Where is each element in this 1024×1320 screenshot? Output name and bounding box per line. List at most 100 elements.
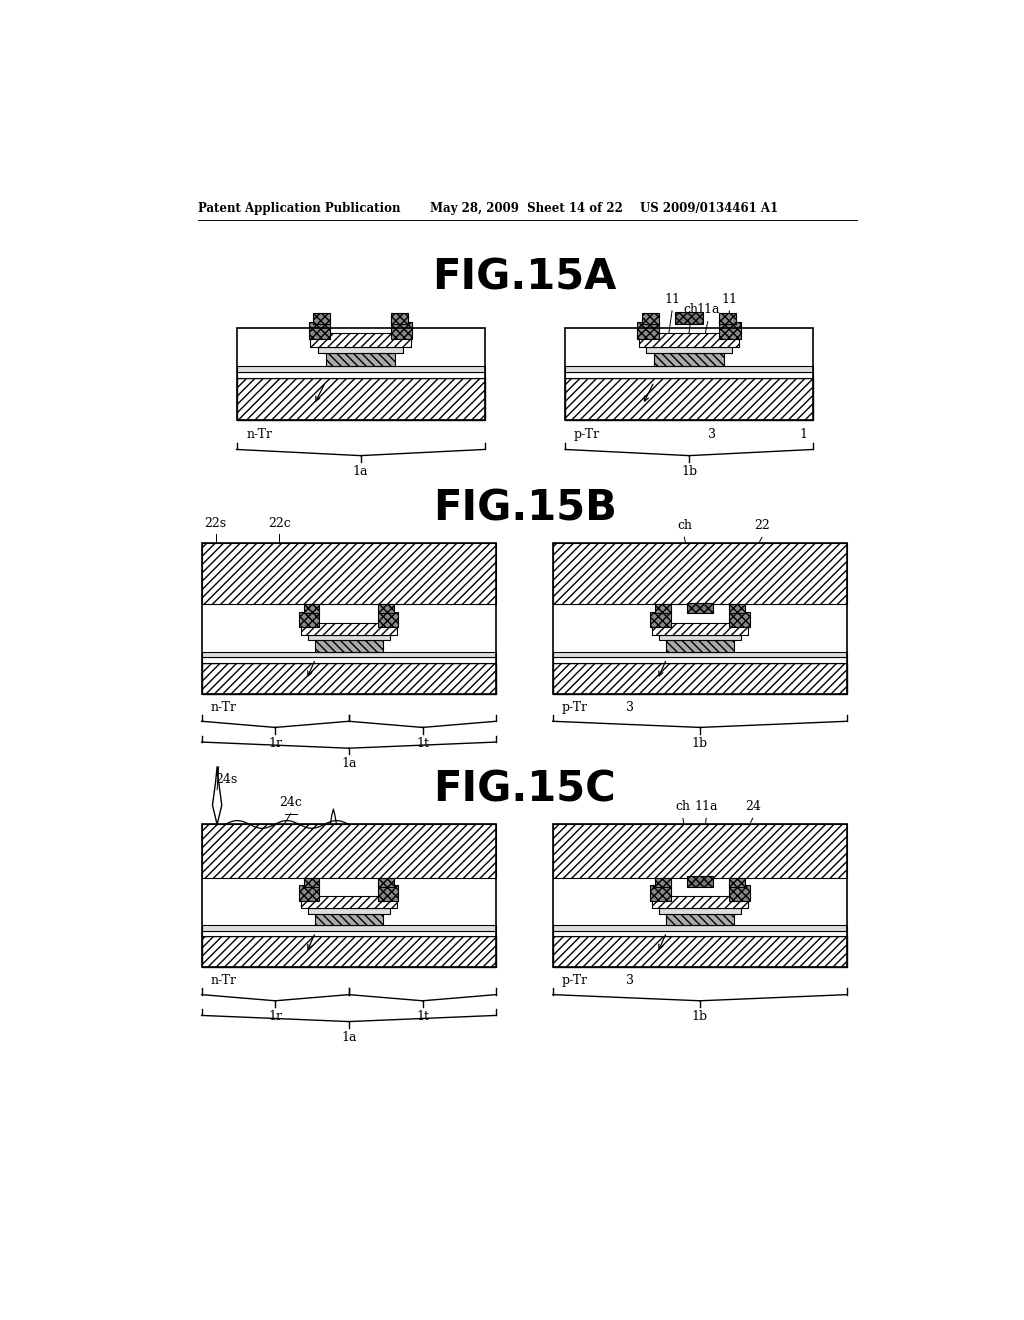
Text: 11: 11 [721, 293, 737, 306]
Text: 3: 3 [709, 428, 717, 441]
Text: ch: ch [677, 519, 692, 532]
Bar [378, 612, 398, 627]
Text: 1t: 1t [416, 1010, 429, 1023]
Bar [654, 354, 724, 366]
Text: US 2009/0134461 A1: US 2009/0134461 A1 [640, 202, 777, 215]
Bar [646, 347, 732, 354]
Bar [553, 657, 847, 663]
Bar [326, 354, 395, 366]
Bar [317, 347, 403, 354]
Bar [553, 544, 847, 605]
Bar [202, 657, 496, 663]
Bar [565, 366, 813, 372]
Bar [553, 544, 847, 693]
Text: 22c: 22c [267, 516, 291, 529]
Bar [301, 623, 397, 635]
Bar [202, 663, 496, 693]
Bar [729, 878, 744, 887]
Bar [237, 372, 484, 378]
Text: 3: 3 [627, 974, 634, 987]
Text: 1a: 1a [352, 465, 369, 478]
Text: 1b: 1b [692, 737, 708, 750]
Bar [202, 544, 496, 605]
Bar [666, 913, 734, 925]
Text: 11a: 11a [694, 800, 718, 813]
Bar [202, 925, 496, 931]
Bar [202, 825, 496, 966]
Bar [655, 605, 671, 614]
Text: 22s: 22s [205, 516, 226, 529]
Bar [687, 876, 713, 887]
Bar [553, 663, 847, 693]
Text: n-Tr: n-Tr [210, 974, 237, 987]
Bar [719, 313, 736, 323]
Text: 1a: 1a [341, 758, 356, 771]
Text: ch: ch [683, 304, 698, 317]
Bar [202, 931, 496, 936]
Bar [719, 322, 741, 339]
Text: FIG.15B: FIG.15B [433, 488, 616, 529]
Bar [565, 378, 813, 420]
Bar [729, 886, 750, 900]
Text: 3: 3 [627, 701, 634, 714]
Text: FIG.15A: FIG.15A [432, 257, 617, 298]
Text: 11: 11 [664, 293, 680, 306]
Text: 11a: 11a [696, 304, 720, 317]
Bar [553, 825, 847, 966]
Bar [237, 378, 484, 420]
Bar [687, 603, 713, 614]
Bar [650, 612, 671, 627]
Text: 1a: 1a [341, 1031, 356, 1044]
Bar [391, 322, 413, 339]
Bar [304, 878, 319, 887]
Text: FIG.15C: FIG.15C [433, 768, 616, 810]
Bar [553, 825, 847, 878]
Bar [652, 896, 748, 908]
Text: 1t: 1t [416, 737, 429, 750]
Bar [658, 908, 741, 913]
Bar [666, 640, 734, 652]
Bar [202, 652, 496, 657]
Text: 24c: 24c [280, 796, 302, 809]
Bar [553, 936, 847, 966]
Bar [658, 635, 741, 640]
Bar [308, 322, 331, 339]
Bar [314, 913, 383, 925]
Text: 22: 22 [754, 519, 770, 532]
Bar [378, 886, 398, 900]
Bar [553, 931, 847, 936]
Bar [639, 333, 739, 347]
Bar [378, 605, 394, 614]
Bar [642, 313, 658, 323]
Text: 24: 24 [744, 800, 761, 813]
Text: n-Tr: n-Tr [210, 701, 237, 714]
Bar [202, 544, 496, 693]
Bar [391, 313, 408, 323]
Bar [650, 886, 671, 900]
Bar [565, 327, 813, 420]
Bar [565, 372, 813, 378]
Text: Patent Application Publication: Patent Application Publication [198, 202, 400, 215]
Bar [299, 886, 319, 900]
Bar [237, 366, 484, 372]
Text: p-Tr: p-Tr [573, 428, 600, 441]
Bar [310, 333, 411, 347]
Bar [675, 312, 703, 323]
Bar [553, 925, 847, 931]
Bar [202, 936, 496, 966]
Bar [304, 605, 319, 614]
Bar [308, 908, 390, 913]
Bar [299, 612, 319, 627]
Bar [202, 825, 496, 878]
Text: n-Tr: n-Tr [247, 428, 272, 441]
Text: p-Tr: p-Tr [561, 701, 588, 714]
Text: 1b: 1b [681, 465, 697, 478]
Bar [313, 313, 331, 323]
Bar [237, 327, 484, 420]
Text: 1r: 1r [268, 737, 283, 750]
Text: 1b: 1b [692, 1010, 708, 1023]
Bar [308, 635, 390, 640]
Bar [378, 878, 394, 887]
Text: ch: ch [676, 800, 690, 813]
Text: p-Tr: p-Tr [561, 974, 588, 987]
